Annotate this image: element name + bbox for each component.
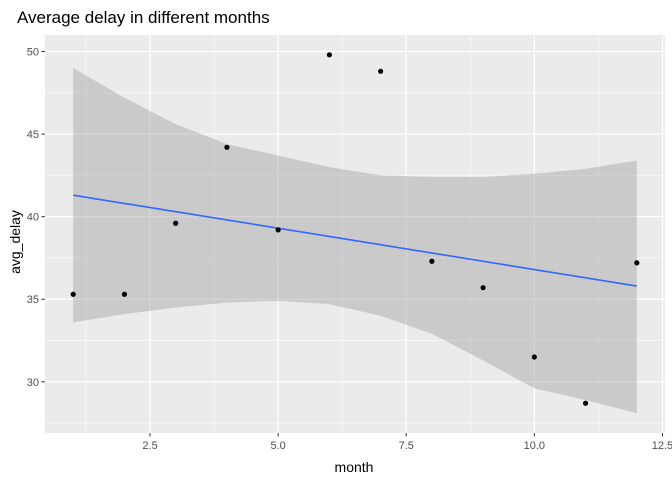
data-point [634,260,640,266]
x-tick-label: 10.0 [524,440,545,452]
trend-line [73,194,637,287]
y-tick-label: 50 [27,47,39,59]
data-point [429,258,435,264]
major-gridlines [45,35,665,433]
x-axis-label: month [335,459,374,475]
y-tick-label: 30 [27,377,39,389]
x-axis-ticks: 2.5 5.0 7.5 10.0 12.5 [142,433,672,452]
y-axis-ticks: 30 35 40 45 50 [27,47,45,389]
data-point [480,285,486,291]
data-point [121,291,128,297]
data-point [70,291,76,297]
x-tick-label: 2.5 [142,440,157,452]
data-point [275,227,281,233]
data-point [173,220,179,226]
y-tick-label: 35 [27,294,39,306]
x-tick-label: 12.5 [652,440,672,452]
data-point [378,68,384,74]
minor-gridlines [45,35,665,433]
data-point [531,354,537,360]
data-point [224,144,230,150]
plot-panel [45,35,665,433]
data-point [326,52,332,58]
x-tick-label: 5.0 [270,440,285,452]
y-tick-label: 40 [27,212,39,224]
chart-title: Average delay in different months [17,8,270,27]
data-points [70,52,640,406]
y-tick-label: 45 [27,129,39,141]
y-axis-label: avg_delay [7,210,23,274]
data-point [582,400,589,406]
x-tick-label: 7.5 [399,440,414,452]
